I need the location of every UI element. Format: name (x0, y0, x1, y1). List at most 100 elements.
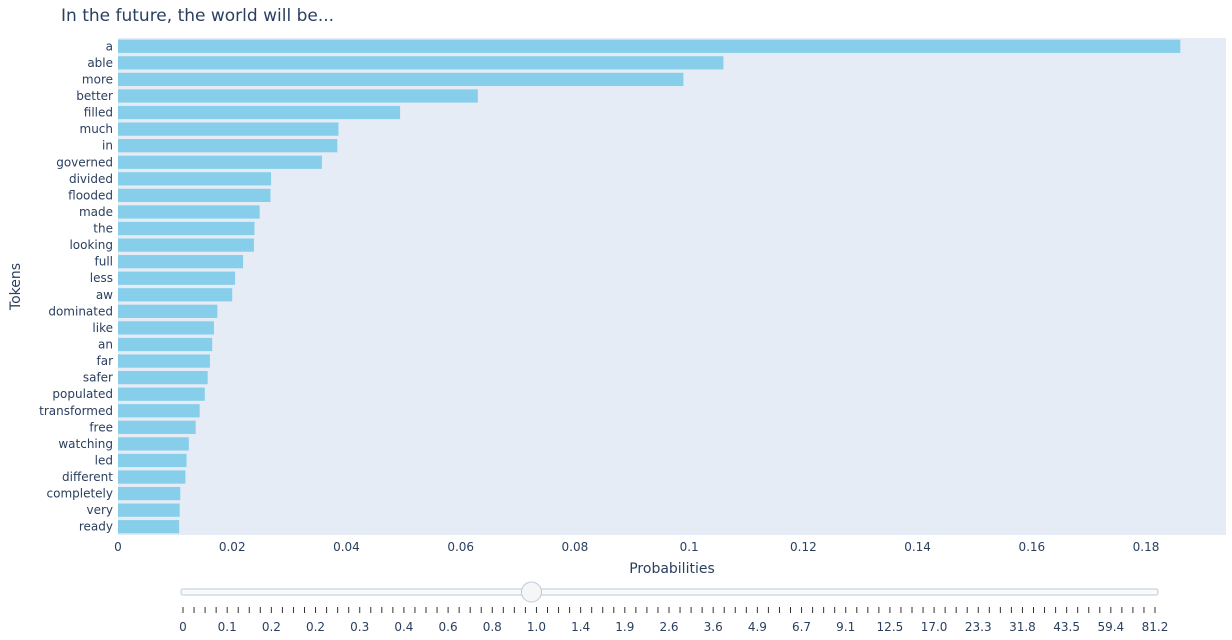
slider-tick-label: 1.9 (615, 620, 634, 634)
bar-the (118, 221, 255, 236)
x-tick-label: 0.04 (333, 540, 360, 554)
bar-in (118, 139, 338, 153)
bar-made (118, 205, 260, 219)
bar-divided (118, 172, 272, 186)
slider-tick-label: 0.2 (262, 620, 281, 634)
bar-dominated (118, 304, 218, 318)
slider-tick-label: 0.3 (350, 620, 369, 634)
bar-able (118, 56, 724, 70)
y-axis-title: Tokens (8, 263, 24, 311)
slider-tick-label: 6.7 (792, 620, 811, 634)
bar-much (118, 122, 339, 136)
bar-very (118, 503, 180, 517)
bar-full (118, 255, 244, 269)
slider-tick-labels: 0 0.1 0.2 0.2 0.3 0.4 0.6 0.8 1.0 1.4 1.9 2.6 3.6 4.9… (179, 620, 1168, 634)
y-tick-label: safer (83, 371, 113, 385)
bar-different (118, 470, 186, 484)
slider-tick-marks (182, 607, 1156, 613)
y-tick-label: able (87, 56, 113, 70)
x-tick-label: 0.14 (904, 540, 931, 554)
slider-tick-label: 0.2 (306, 620, 325, 634)
x-tick-label: 0.18 (1133, 540, 1160, 554)
y-tick-label: filled (84, 106, 113, 120)
slider-tick-label: 43.5 (1053, 620, 1080, 634)
slider-tick-label: 3.6 (704, 620, 723, 634)
slider-tick-label: 59.4 (1097, 620, 1124, 634)
plot-area (118, 38, 1226, 535)
x-tick-label: 0.06 (447, 540, 474, 554)
bar-more (118, 72, 684, 87)
y-tick-label: completely (47, 487, 114, 501)
bar-ready (118, 520, 180, 534)
y-tick-label: watching (58, 437, 113, 451)
slider-tick-label: 1.0 (527, 620, 546, 634)
y-tick-label: made (79, 205, 113, 219)
bar-a (118, 39, 1181, 53)
bar-an (118, 337, 213, 352)
bar-less (118, 271, 236, 285)
bars-group (118, 39, 1181, 534)
y-tick-label: a (106, 39, 113, 53)
y-tick-label: transformed (39, 404, 113, 418)
slider-tick-label: 17.0 (921, 620, 948, 634)
slider-handle[interactable] (520, 581, 542, 603)
y-tick-label: different (62, 470, 113, 484)
bar-looking (118, 238, 254, 252)
slider-tick-label: 1.4 (571, 620, 590, 634)
chart-title: In the future, the world will be... (61, 6, 334, 26)
temperature-slider[interactable]: 0 0.1 0.2 0.2 0.3 0.4 0.6 0.8 1.0 1.4 1.9 2.6 3.6 4.9… (179, 581, 1168, 634)
y-tick-label: very (86, 503, 113, 517)
y-tick-label: led (95, 453, 113, 467)
bar-safer (118, 370, 208, 385)
slider-tick-label: 0.1 (218, 620, 237, 634)
y-tick-label: flooded (68, 188, 113, 202)
y-tick-label: aw (96, 288, 113, 302)
y-tick-label: full (95, 255, 114, 269)
bar-populated (118, 387, 205, 401)
slider-rail[interactable] (180, 588, 1159, 596)
slider-tick-label: 0.4 (394, 620, 413, 634)
slider-tick-label: 12.5 (877, 620, 904, 634)
slider-tick-label: 2.6 (659, 620, 678, 634)
bar-watching (118, 437, 189, 451)
y-tick-label: in (102, 139, 113, 153)
bar-filled (118, 105, 401, 120)
slider-tick-label: 81.2 (1142, 620, 1169, 634)
slider-tick-label: 4.9 (748, 620, 767, 634)
x-tick-label: 0 (114, 540, 122, 554)
y-tick-label: less (90, 271, 113, 285)
y-tick-label: better (76, 89, 113, 103)
y-axis-tick-labels: a able more better filled much in governed divid… (39, 39, 113, 533)
bar-like (118, 321, 214, 335)
x-tick-label: 0.02 (219, 540, 246, 554)
bar-far (118, 354, 210, 368)
bar-free (118, 420, 196, 434)
slider-tick-label: 0 (179, 620, 187, 634)
bar-led (118, 453, 187, 468)
y-tick-label: ready (79, 520, 113, 534)
bar-flooded (118, 188, 271, 203)
x-tick-label: 0.12 (790, 540, 817, 554)
y-tick-label: much (80, 122, 114, 136)
bar-completely (118, 486, 181, 501)
slider-tick-label: 0.6 (439, 620, 458, 634)
bar-transformed (118, 404, 200, 418)
y-tick-label: governed (56, 155, 113, 169)
x-axis-tick-labels: 0 0.02 0.04 0.06 0.08 0.1 0.12 0.14 0.16 0.18 (114, 540, 1159, 554)
x-axis-title: Probabilities (629, 561, 715, 577)
y-tick-label: the (93, 222, 113, 236)
y-tick-label: looking (69, 238, 113, 252)
y-tick-label: far (96, 354, 113, 368)
slider-tick-label: 23.3 (965, 620, 992, 634)
y-tick-label: an (98, 337, 113, 351)
slider-tick-label: 0.8 (483, 620, 502, 634)
x-tick-label: 0.1 (680, 540, 699, 554)
slider-tick-label: 31.8 (1009, 620, 1036, 634)
slider-tick-label: 9.1 (836, 620, 855, 634)
x-tick-label: 0.08 (562, 540, 589, 554)
bar-governed (118, 155, 322, 169)
y-tick-label: divided (69, 172, 113, 186)
y-tick-label: like (92, 321, 113, 335)
bar-better (118, 89, 478, 103)
y-tick-label: free (89, 420, 113, 434)
